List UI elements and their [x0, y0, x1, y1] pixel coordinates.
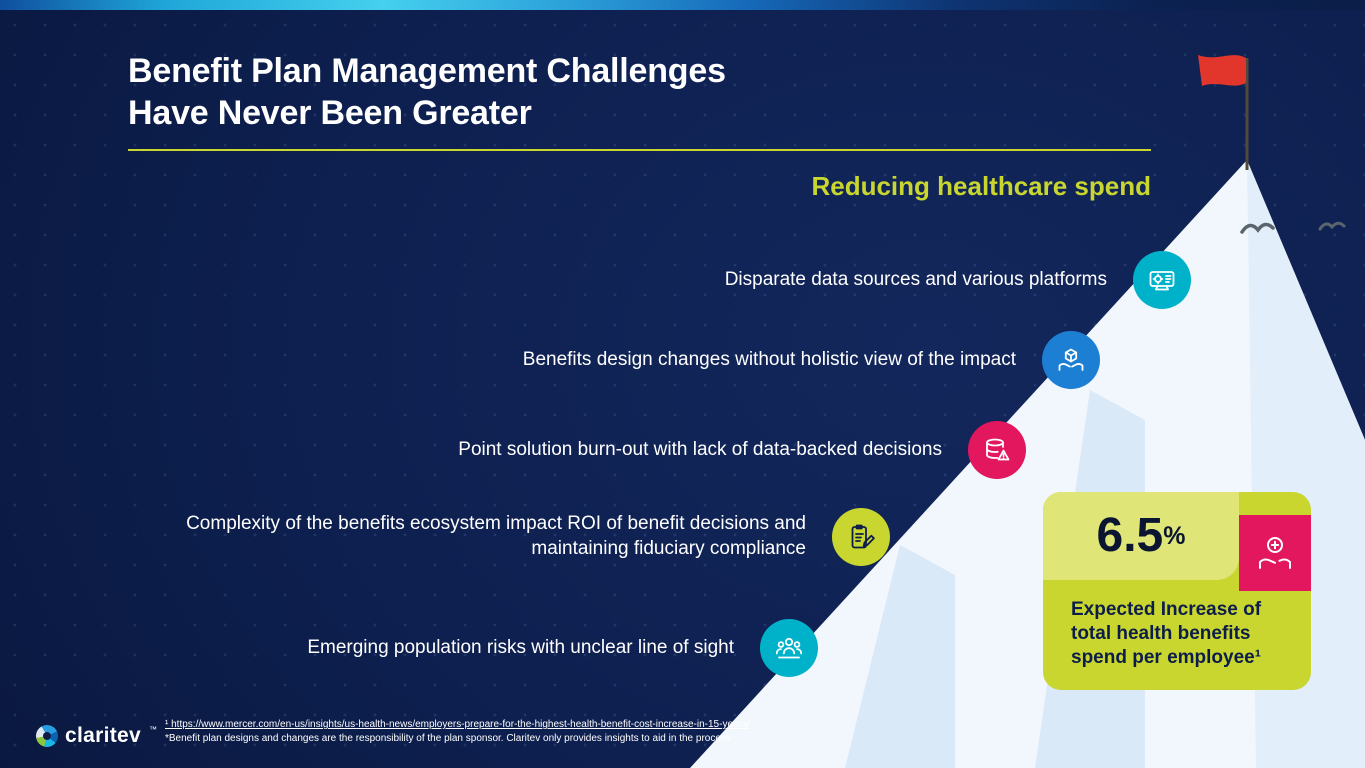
title-line-2: Have Never Been Greater [128, 94, 532, 133]
disclaimer-text: *Benefit plan designs and changes are th… [165, 733, 731, 744]
source-link[interactable]: ¹ https://www.mercer.com/en-us/insights/… [165, 719, 750, 730]
challenge-item: Emerging population risks with unclear l… [307, 619, 818, 677]
trademark-symbol: ™ [148, 724, 157, 734]
stat-value: 6.5 [1096, 509, 1164, 562]
population-icon [760, 619, 818, 677]
stat-unit: % [1163, 521, 1186, 550]
challenge-label: Disparate data sources and various platf… [724, 268, 1107, 290]
stat-value-box: 6.5% [1043, 492, 1239, 580]
bird-icon [1240, 222, 1275, 234]
claritev-logo: claritev ™ [36, 724, 157, 748]
stat-card: 6.5% Expected Increase of total health b… [1043, 492, 1311, 690]
section-heading: Reducing healthcare spend [811, 171, 1151, 201]
challenge-label: Complexity of the benefits ecosystem imp… [186, 513, 806, 559]
challenge-item: Disparate data sources and various platf… [725, 251, 1191, 309]
challenge-label: Benefits design changes without holistic… [522, 348, 1016, 370]
challenge-item: Complexity of the benefits ecosystem imp… [146, 508, 890, 566]
hands-cube-icon [1042, 331, 1100, 389]
stat-description: Expected Increase of total health benefi… [1071, 599, 1262, 668]
top-accent-bar [0, 0, 1365, 10]
title-underline [128, 149, 1151, 151]
challenge-label: Emerging population risks with unclear l… [307, 636, 734, 658]
title-line-1: Benefit Plan Management Challenges [128, 52, 726, 90]
mountain-stripe [845, 545, 955, 768]
red-flag-icon [1198, 55, 1246, 86]
challenge-item: Point solution burn-out with lack of dat… [458, 421, 1026, 479]
hands-care-icon [1239, 515, 1311, 591]
bird-icon [1318, 221, 1346, 231]
data-platform-icon [1133, 251, 1191, 309]
challenge-label: Point solution burn-out with lack of dat… [458, 438, 942, 460]
claritev-logo-icon [36, 725, 58, 747]
clipboard-pen-icon [832, 508, 890, 566]
database-alert-icon [968, 421, 1026, 479]
challenge-item: Benefits design changes without holistic… [523, 331, 1100, 389]
page-title: Benefit Plan Management Challenges Have … [128, 50, 726, 134]
claritev-logo-text: claritev [65, 724, 141, 747]
footnotes: ¹ https://www.mercer.com/en-us/insights/… [165, 719, 750, 744]
